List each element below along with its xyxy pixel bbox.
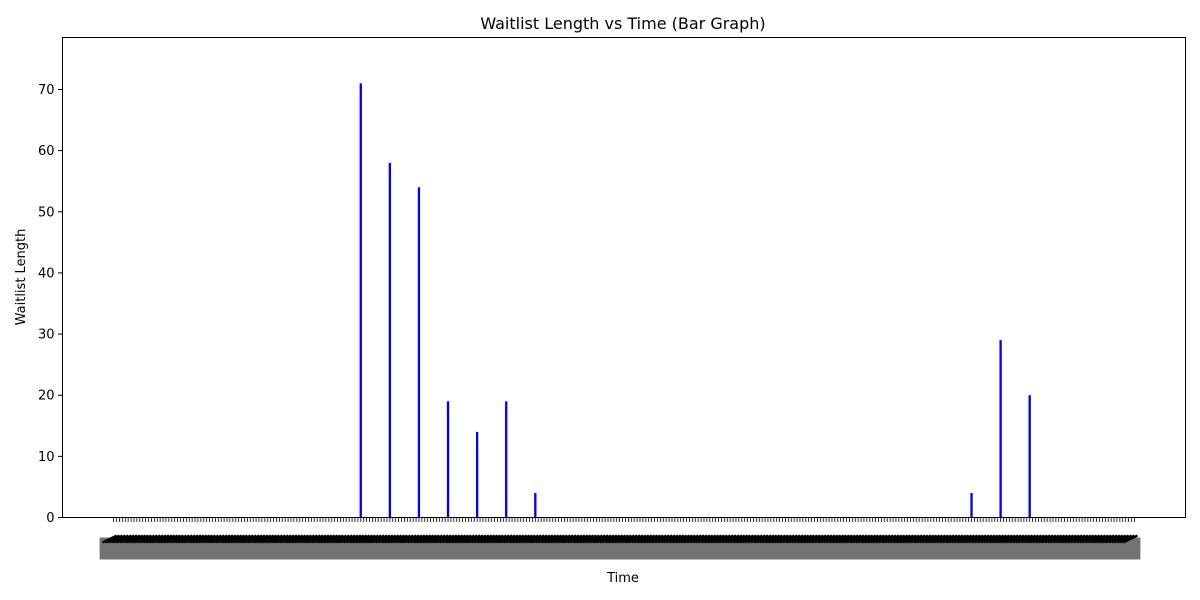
x-axis-label: Time — [606, 571, 639, 586]
bar — [1028, 395, 1031, 518]
bar — [505, 401, 508, 518]
y-axis-label: Waitlist Length — [14, 229, 29, 326]
y-tick-label: 50 — [38, 205, 55, 220]
bar — [417, 187, 421, 518]
y-tick-label: 20 — [38, 389, 55, 404]
y-tick-label: 10 — [38, 450, 55, 465]
chart-title: Waitlist Length vs Time (Bar Graph) — [480, 14, 765, 33]
bar — [446, 401, 450, 518]
x-tick-label-band — [99, 537, 1141, 560]
y-axis-ticks: 0 10 20 30 40 50 60 70 — [38, 83, 63, 526]
y-tick-label: 0 — [46, 511, 54, 526]
y-tick-label: 60 — [38, 144, 55, 159]
bar — [475, 431, 479, 518]
bar — [999, 340, 1002, 518]
bar — [388, 162, 392, 518]
bar — [534, 493, 537, 518]
bar-series — [359, 83, 1031, 518]
y-tick-label: 70 — [38, 83, 55, 98]
x-axis-ticks — [99, 517, 1141, 560]
bar — [359, 83, 362, 518]
plot-frame — [62, 37, 1186, 518]
y-tick-label: 40 — [38, 266, 55, 281]
bar — [970, 493, 973, 518]
y-tick-label: 30 — [38, 328, 55, 343]
